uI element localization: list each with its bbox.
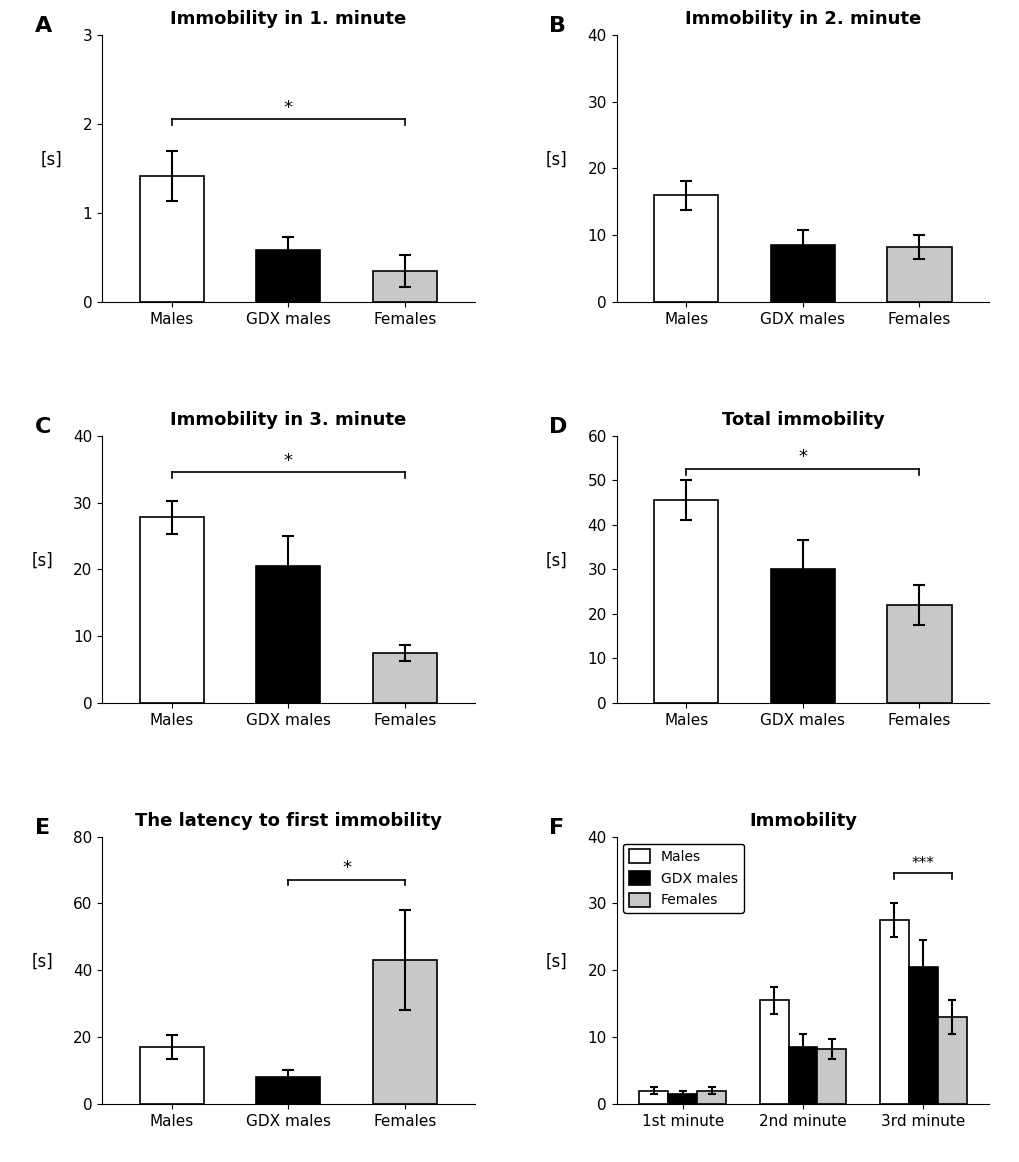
Text: *: * — [283, 452, 292, 469]
Text: *: * — [341, 860, 351, 877]
Y-axis label: [s]: [s] — [545, 552, 568, 569]
Bar — [654, 501, 717, 703]
Bar — [770, 569, 835, 703]
Bar — [908, 967, 936, 1104]
Bar — [788, 1047, 816, 1104]
Bar — [639, 1090, 667, 1104]
Bar — [140, 1047, 204, 1104]
Bar — [373, 960, 436, 1104]
Bar — [936, 1017, 966, 1104]
Title: Immobility: Immobility — [748, 811, 856, 830]
Bar — [140, 175, 204, 302]
Y-axis label: [s]: [s] — [41, 151, 63, 168]
Bar — [770, 245, 835, 302]
Bar — [256, 1077, 320, 1104]
Title: Immobility in 3. minute: Immobility in 3. minute — [170, 410, 407, 429]
Bar — [654, 195, 717, 302]
Y-axis label: [s]: [s] — [545, 151, 568, 168]
Bar — [373, 271, 436, 302]
Y-axis label: [s]: [s] — [32, 953, 53, 970]
Text: ***: *** — [911, 855, 933, 870]
Text: A: A — [35, 16, 52, 36]
Bar — [696, 1090, 726, 1104]
Bar — [887, 248, 951, 302]
Bar — [887, 605, 951, 703]
Text: F: F — [549, 818, 564, 838]
Legend: Males, GDX males, Females: Males, GDX males, Females — [623, 844, 743, 913]
Text: *: * — [798, 449, 807, 466]
Text: *: * — [283, 99, 292, 117]
Bar — [140, 517, 204, 703]
Bar — [816, 1049, 846, 1104]
Text: B: B — [549, 16, 566, 36]
Bar — [667, 1093, 696, 1104]
Title: Total immobility: Total immobility — [720, 410, 883, 429]
Y-axis label: [s]: [s] — [32, 552, 53, 569]
Title: Immobility in 2. minute: Immobility in 2. minute — [684, 9, 920, 28]
Text: D: D — [549, 417, 568, 437]
Text: C: C — [35, 417, 51, 437]
Title: The latency to first immobility: The latency to first immobility — [135, 811, 441, 830]
Bar — [879, 920, 908, 1104]
Text: E: E — [35, 818, 50, 838]
Bar — [256, 566, 320, 703]
Bar — [373, 653, 436, 703]
Y-axis label: [s]: [s] — [545, 953, 568, 970]
Bar — [759, 1000, 788, 1104]
Title: Immobility in 1. minute: Immobility in 1. minute — [170, 9, 407, 28]
Bar — [256, 251, 320, 302]
